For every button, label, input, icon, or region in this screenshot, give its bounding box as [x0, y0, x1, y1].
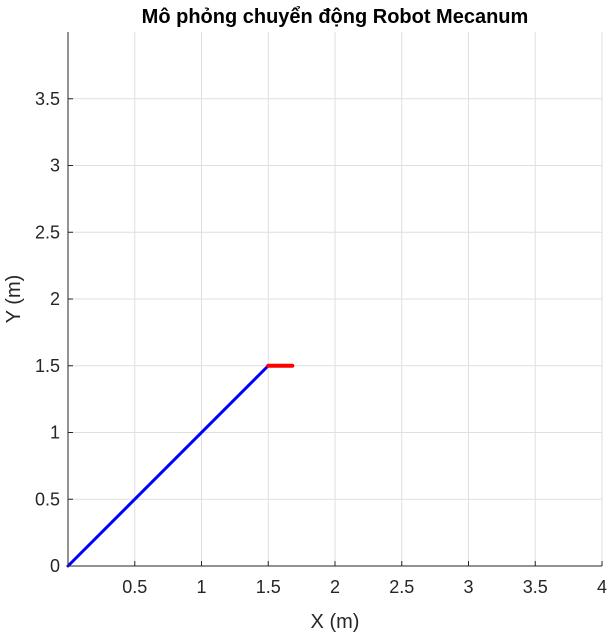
y-tick-label: 1 [50, 423, 60, 443]
axes [67, 32, 603, 567]
trajectory-line [66, 364, 270, 568]
x-tick-label: 3 [463, 577, 473, 597]
x-tick-label: 1 [196, 577, 206, 597]
y-tick-label: 0 [50, 556, 60, 576]
x-tick-label: 2.5 [389, 577, 414, 597]
series-group [66, 363, 295, 568]
y-axis-label: Y (m) [3, 275, 25, 324]
grid [68, 32, 603, 567]
x-tick-label: 4 [597, 577, 607, 597]
chart-title: Mô phỏng chuyển động Robot Mecanum [142, 6, 529, 28]
x-tick-label: 2 [330, 577, 340, 597]
x-tick-label: 0.5 [122, 577, 147, 597]
y-tick-label: 3.5 [35, 89, 60, 109]
y-tick-label: 2 [50, 289, 60, 309]
x-tick-label: 3.5 [523, 577, 548, 597]
y-tick-label: 3 [50, 156, 60, 176]
y-tick-label: 0.5 [35, 489, 60, 509]
y-tick-label: 2.5 [35, 222, 60, 242]
tick-labels: 0.5 1 1.5 2 2.5 3 3.5 4 0 0.5 1 1.5 2 2.5 3 3.5 [35, 89, 607, 597]
x-axis-label: X (m) [311, 611, 360, 633]
x-tick-label: 1.5 [256, 577, 281, 597]
y-tick-label: 1.5 [35, 356, 60, 376]
